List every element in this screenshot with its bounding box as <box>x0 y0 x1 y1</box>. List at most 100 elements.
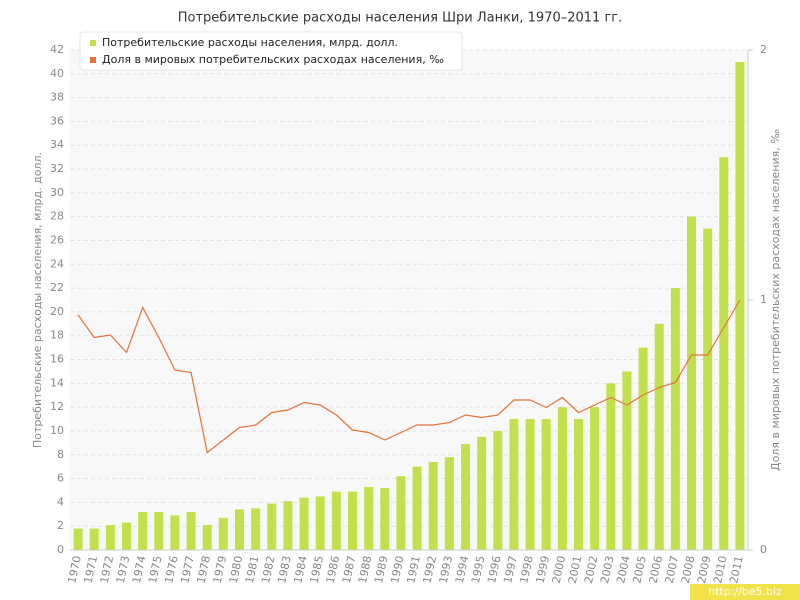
y-tick-label: 38 <box>50 91 64 104</box>
x-tick-label: 1999 <box>534 555 553 585</box>
x-tick-label: 2003 <box>598 555 617 585</box>
y-tick-label: 8 <box>57 448 64 461</box>
bar <box>638 347 648 550</box>
y-tick-label: 22 <box>50 281 64 294</box>
x-tick-label: 2010 <box>711 555 730 585</box>
y-tick-label: 42 <box>50 43 64 56</box>
legend-box <box>79 31 463 71</box>
bar <box>251 508 261 550</box>
x-tick-label: 1975 <box>146 555 165 585</box>
bar <box>315 496 325 550</box>
bar <box>122 522 131 550</box>
bar <box>670 288 680 550</box>
x-tick-label: 2002 <box>582 555 601 585</box>
bar <box>557 407 567 550</box>
y2-tick-label: 1 <box>760 293 767 306</box>
x-tick-label: 1996 <box>485 555 504 585</box>
bar <box>73 528 83 550</box>
bar <box>138 511 148 550</box>
bar <box>154 511 164 550</box>
bar <box>299 497 309 550</box>
bar <box>606 383 616 550</box>
y-tick-label: 20 <box>50 305 64 318</box>
bar <box>105 525 115 550</box>
x-tick-label: 2001 <box>566 555 585 585</box>
x-tick-label: 2005 <box>630 555 649 585</box>
x-tick-label: 1980 <box>227 555 246 585</box>
bar <box>396 476 406 550</box>
x-tick-label: 1989 <box>372 555 391 585</box>
x-tick-label: 1992 <box>421 555 440 585</box>
y-tick-label: 28 <box>50 210 64 223</box>
y-tick-label: 4 <box>57 495 64 508</box>
y-tick-label: 0 <box>57 543 64 556</box>
bar <box>735 61 745 551</box>
y2-tick-label: 2 <box>760 43 767 56</box>
y2-axis-title: Доля в мировых потребительских расходах … <box>769 129 782 471</box>
y-tick-label: 30 <box>50 186 64 199</box>
x-tick-label: 1988 <box>356 555 375 585</box>
x-tick-label: 1982 <box>259 555 278 585</box>
bar <box>428 461 438 550</box>
bar <box>477 436 487 550</box>
x-tick-label: 2004 <box>614 555 633 585</box>
x-tick-label: 2008 <box>679 555 698 585</box>
y-tick-label: 34 <box>50 138 64 151</box>
bar <box>202 525 212 550</box>
x-tick-label: 2007 <box>663 555 682 585</box>
legend-swatch <box>90 40 96 46</box>
bar <box>89 528 99 550</box>
line <box>77 299 741 454</box>
y-tick-label: 2 <box>57 519 64 532</box>
y-tick-label: 24 <box>50 257 64 270</box>
y-tick-label: 14 <box>50 376 64 389</box>
y-tick-label: 6 <box>57 472 64 485</box>
x-tick-label: 1970 <box>65 555 84 585</box>
x-tick-label: 1974 <box>130 555 149 585</box>
bar <box>687 216 696 550</box>
bar <box>590 407 600 550</box>
x-tick-label: 1977 <box>178 555 197 585</box>
bar <box>493 430 503 550</box>
y2-tick-label: 0 <box>760 543 767 556</box>
plot-area <box>70 50 748 550</box>
bar <box>703 228 713 551</box>
watermark: http://be5.biz <box>708 585 782 598</box>
x-tick-label: 1984 <box>291 555 310 585</box>
bar <box>525 419 535 550</box>
x-tick-label: 1990 <box>388 555 407 585</box>
y-tick-label: 36 <box>50 114 64 127</box>
y-tick-label: 18 <box>50 329 64 342</box>
bar <box>364 486 374 550</box>
x-tick-label: 1976 <box>162 555 181 585</box>
y-tick-label: 32 <box>50 162 64 175</box>
x-tick-label: 1998 <box>517 555 536 585</box>
bar <box>541 419 551 550</box>
legend-label: Потребительские расходы населения, млрд.… <box>102 36 398 49</box>
y-tick-label: 10 <box>50 424 64 437</box>
bar <box>348 491 357 550</box>
bar <box>622 371 632 550</box>
x-tick-label: 2000 <box>550 555 569 585</box>
x-tick-label: 1972 <box>98 555 117 585</box>
x-tick-label: 1997 <box>501 555 520 585</box>
x-tick-label: 1991 <box>404 555 423 585</box>
legend-label: Доля в мировых потребительских расходах … <box>102 53 444 66</box>
bar <box>235 509 244 550</box>
x-tick-label: 1971 <box>82 555 101 585</box>
bar <box>380 488 390 550</box>
bar <box>719 157 729 550</box>
bar <box>574 419 583 550</box>
bar <box>444 457 454 550</box>
x-tick-label: 1995 <box>469 555 488 585</box>
bar <box>218 517 228 550</box>
legend: Потребительские расходы населения, млрд.… <box>90 36 444 66</box>
x-tick-label: 1994 <box>453 555 472 585</box>
x-tick-label: 2009 <box>695 555 714 585</box>
bar <box>283 501 293 550</box>
x-tick-label: 1981 <box>243 555 262 585</box>
x-tick-label: 1978 <box>195 555 214 585</box>
bar <box>267 503 277 550</box>
x-tick-label: 1983 <box>275 555 294 585</box>
